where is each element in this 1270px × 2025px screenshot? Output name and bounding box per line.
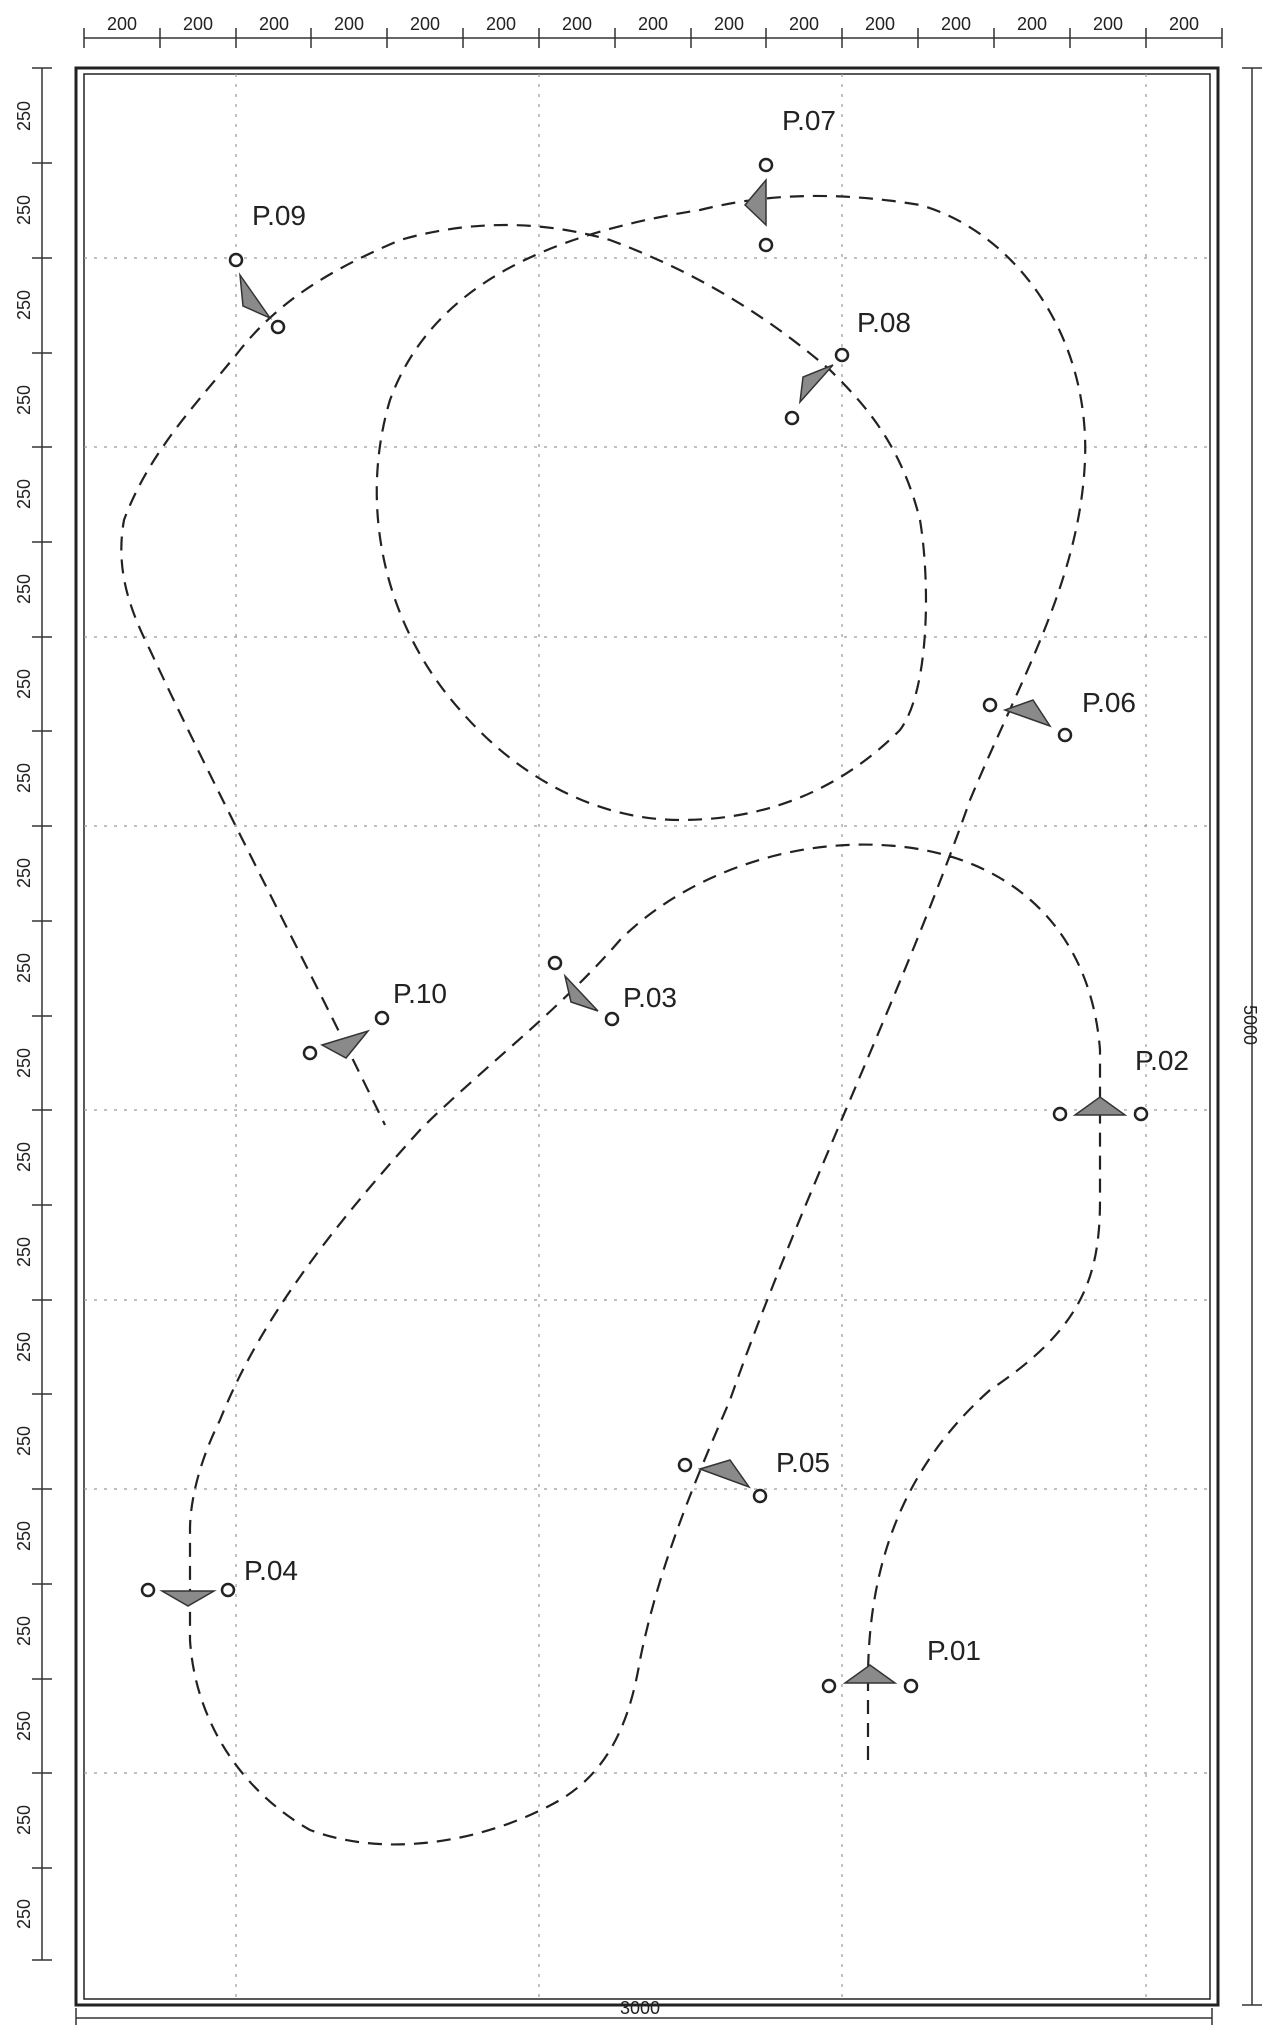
gate-pole [374,1010,390,1026]
left-dim-label: 250 [14,479,34,509]
top-dim-label: 200 [638,14,668,34]
gate-pole [752,1488,768,1504]
top-dim-label: 200 [1017,14,1047,34]
total-height-label: 5000 [1240,1005,1260,1045]
top-dim-label: 200 [1169,14,1199,34]
arena-frame [74,66,1220,2007]
top-dim-label: 200 [410,14,440,34]
gate-p08: P.08 [784,307,911,426]
gate-pole [228,252,244,268]
left-dim-label: 250 [14,1426,34,1456]
gate-p02: P.02 [1052,1045,1189,1122]
left-dim-label: 250 [14,1805,34,1835]
gate-label: P.01 [927,1635,981,1666]
top-dim-label: 200 [107,14,137,34]
gate-pole [821,1678,837,1694]
gate-pole [220,1582,236,1598]
gate-pole [1052,1106,1068,1122]
left-dim-label: 250 [14,574,34,604]
left-dim-label: 250 [14,858,34,888]
left-dim-label: 250 [14,1899,34,1929]
gate-p04: P.04 [140,1555,298,1607]
top-dim-label: 200 [334,14,364,34]
gate-p07: P.07 [743,105,836,253]
gate-pole [1133,1106,1149,1122]
gate-pole [758,157,774,173]
left-dim-label: 250 [14,1616,34,1646]
top-dim-label: 200 [714,14,744,34]
top-dim-label: 200 [1093,14,1123,34]
gate-label: P.05 [776,1447,830,1478]
top-dim-label: 200 [183,14,213,34]
gate-label: P.06 [1082,687,1136,718]
left-dim-label: 250 [14,1521,34,1551]
top-dim-label: 200 [259,14,289,34]
left-dim-label: 250 [14,385,34,415]
gate-pole [758,237,774,253]
gate-label: P.02 [1135,1045,1189,1076]
left-dim-label: 250 [14,1142,34,1172]
gate-pole [270,319,286,335]
gate-p09: P.09 [228,200,306,335]
bottom-dimension: 3000 [75,1998,1213,2025]
left-dim-label: 250 [14,1332,34,1362]
left-dim-label: 250 [14,953,34,983]
grid [84,74,1210,1999]
left-dim-label: 250 [14,195,34,225]
left-dim-label: 250 [14,1237,34,1267]
left-dim-label: 250 [14,1048,34,1078]
top-dim-label: 200 [789,14,819,34]
left-dim-label: 250 [14,669,34,699]
gate-p01: P.01 [821,1635,981,1694]
left-dim-label: 250 [14,763,34,793]
gate-pole [1057,727,1073,743]
gate-label: P.04 [244,1555,298,1586]
gate-label: P.10 [393,978,447,1009]
gate-pole [982,697,998,713]
gate-pole [677,1457,693,1473]
gate-pole [903,1678,919,1694]
top-dim-label: 200 [486,14,516,34]
gate-pole [834,347,850,363]
top-dimension: 200 200 200 200 200 200 200 200 200 200 … [83,14,1223,48]
gate-label: P.03 [623,982,677,1013]
gate-label: P.07 [782,105,836,136]
gate-p05: P.05 [677,1447,830,1504]
left-dimension: 250 250 250 250 250 250 250 250 250 250 … [14,67,52,1961]
top-dim-label: 200 [865,14,895,34]
left-dim-label: 250 [14,1711,34,1741]
gate-p10: P.10 [302,978,447,1061]
gate-pole [784,410,800,426]
left-dim-label: 250 [14,101,34,131]
left-dim-label: 250 [14,290,34,320]
top-dim-label: 200 [941,14,971,34]
course-line [120,194,1102,1846]
gate-label: P.09 [252,200,306,231]
arena-inner-frame [83,73,1211,2000]
gate-label: P.08 [857,307,911,338]
total-width-label: 3000 [620,1998,660,2018]
gate-pole [140,1582,156,1598]
top-dim-label: 200 [562,14,592,34]
gate-pole [302,1045,318,1061]
gate-p06: P.06 [982,687,1136,743]
right-dimension: 5000 [1240,67,1262,2006]
gate-pole [604,1011,620,1027]
gate-pole [547,955,563,971]
gate-p03: P.03 [547,955,677,1027]
